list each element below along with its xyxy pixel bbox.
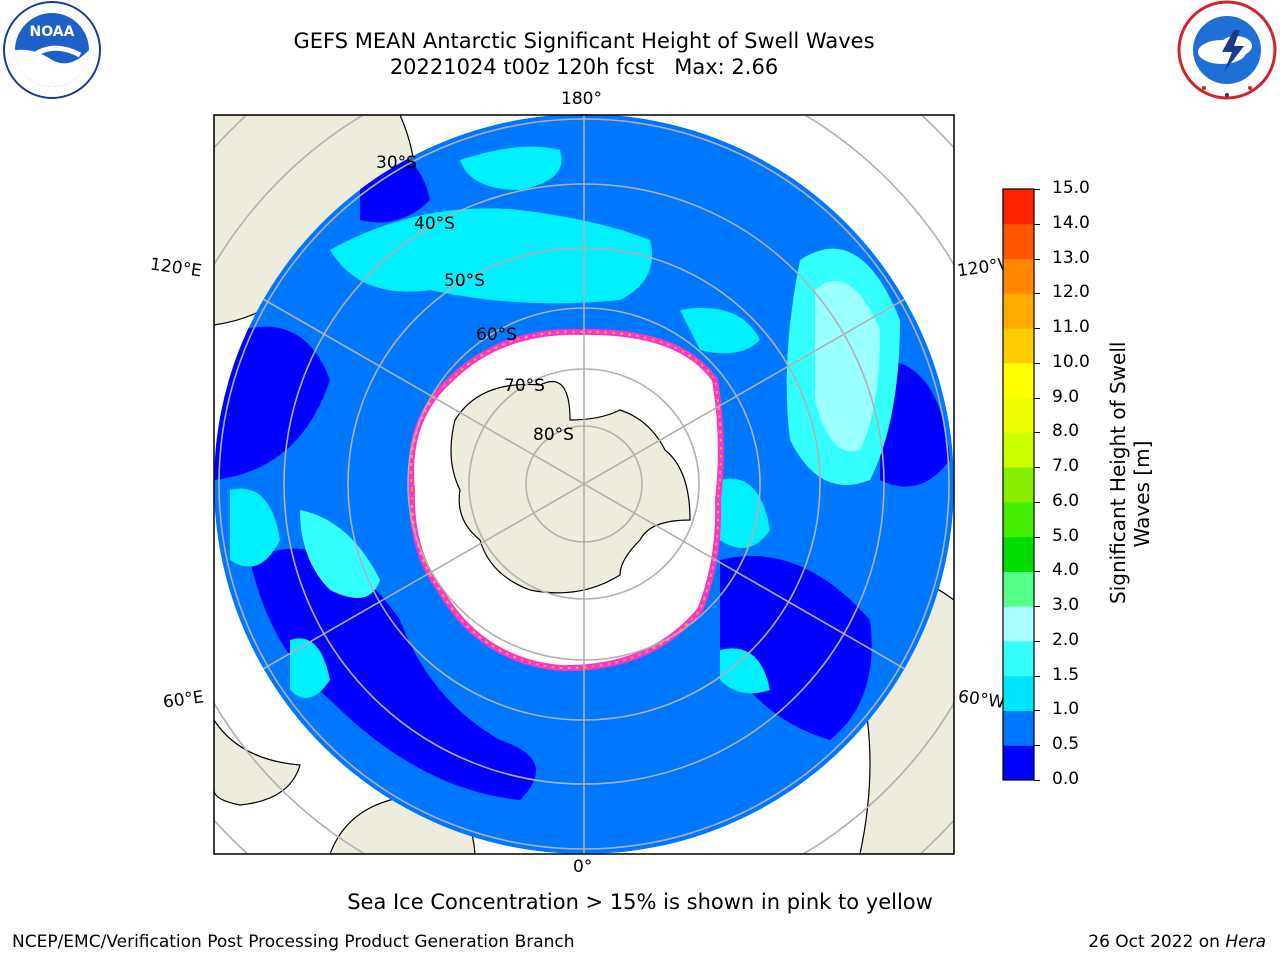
lat-label-40s: 40°S — [414, 214, 455, 234]
colorbar-tick-label: 11.0 — [1052, 317, 1090, 338]
lat-label-30s: 30°S — [376, 153, 417, 173]
colorbar-tick-mark — [1034, 710, 1040, 712]
colorbar-tick-label: 5.0 — [1052, 525, 1080, 546]
noaa-logo-text: NOAA — [30, 24, 75, 40]
graticule — [218, 114, 950, 854]
colorbar-cell — [1003, 675, 1034, 711]
footer-host: Hera — [1225, 932, 1266, 952]
colorbar-tick-mark — [1034, 606, 1040, 608]
colorbar-tick-label: 1.0 — [1052, 699, 1080, 720]
lat-label-70s: 70°S — [504, 376, 545, 396]
colorbar-cell — [1003, 710, 1034, 746]
colorbar-tick-label: 0.5 — [1052, 734, 1080, 755]
sea-ice-note: Sea Ice Concentration > 15% is shown in … — [347, 890, 933, 914]
colorbar-cell — [1003, 258, 1034, 294]
colorbar-tick-label: 12.0 — [1052, 282, 1090, 303]
colorbar-cell — [1003, 397, 1034, 433]
colorbar-tick-mark — [1034, 293, 1040, 295]
footer-date-text: 26 Oct 2022 on — [1088, 932, 1220, 952]
colorbar-tick-label: 2.0 — [1052, 629, 1080, 650]
colorbar-tick-label: 13.0 — [1052, 247, 1090, 268]
colorbar-tick-label: 7.0 — [1052, 456, 1080, 477]
colorbar-tick-label: 10.0 — [1052, 351, 1090, 372]
colorbar — [1002, 188, 1035, 781]
nws-logo — [1177, 0, 1277, 100]
forecast-info: 20221024 t00z 120h fcst — [389, 55, 655, 79]
lat-label-80s: 80°S — [533, 425, 574, 445]
colorbar-cell — [1003, 536, 1034, 572]
colorbar-tick-label: 1.5 — [1052, 664, 1080, 685]
colorbar-tick-mark — [1034, 536, 1040, 538]
colorbar-cell — [1003, 571, 1034, 607]
colorbar-cell — [1003, 467, 1034, 503]
colorbar-label-line1: Significant Height of Swell — [1106, 341, 1130, 604]
colorbar-tick-mark — [1034, 328, 1040, 330]
colorbar-tick-label: 14.0 — [1052, 212, 1090, 233]
colorbar-tick-mark — [1034, 780, 1040, 781]
colorbar-tick-mark — [1034, 362, 1040, 364]
colorbar-label-line2: Waves [m] — [1130, 440, 1154, 548]
colorbar-cell — [1003, 293, 1034, 329]
lat-label-50s: 50°S — [444, 271, 485, 291]
max-value: Max: 2.66 — [674, 55, 779, 79]
colorbar-tick-label: 3.0 — [1052, 595, 1080, 616]
colorbar-cell — [1003, 640, 1034, 677]
colorbar-tick-label: 4.0 — [1052, 560, 1080, 581]
chart-subtitle: 20221024 t00z 120h fcst Max: 2.66 — [0, 54, 1168, 80]
footer-date: 26 Oct 2022 on Hera — [1088, 932, 1266, 952]
colorbar-cell — [1003, 501, 1034, 538]
colorbar-tick-label: 15.0 — [1052, 178, 1090, 198]
colorbar-tick-label: 9.0 — [1052, 386, 1080, 407]
colorbar-cell — [1003, 189, 1034, 225]
colorbar-tick-mark — [1034, 189, 1040, 190]
colorbar-tick-mark — [1034, 467, 1040, 469]
colorbar-tick-mark — [1034, 432, 1040, 434]
colorbar-tick-mark — [1034, 501, 1040, 503]
antarctica-land — [450, 380, 691, 594]
map-frame — [213, 114, 955, 855]
colorbar-cell — [1003, 606, 1034, 642]
colorbar-cell — [1003, 362, 1034, 399]
colorbar-tick-mark — [1034, 745, 1040, 747]
colorbar-tick-label: 8.0 — [1052, 421, 1080, 442]
colorbar-cell — [1003, 745, 1034, 781]
lon-label-0: 0° — [573, 857, 593, 877]
colorbar-label: Significant Height of Swell Waves [m] — [1106, 341, 1154, 604]
colorbar-tick-label: 6.0 — [1052, 490, 1080, 511]
footer-branch: NCEP/EMC/Verification Post Processing Pr… — [12, 932, 575, 952]
colorbar-tick-mark — [1034, 675, 1040, 677]
colorbar-cell — [1003, 328, 1034, 364]
chart-title: GEFS MEAN Antarctic Significant Height o… — [293, 29, 875, 53]
lon-label-180: 180° — [561, 89, 602, 109]
colorbar-tick-mark — [1034, 640, 1040, 642]
colorbar-tick-mark — [1034, 397, 1040, 399]
colorbar-tick-mark — [1034, 571, 1040, 573]
lat-label-60s: 60°S — [476, 325, 517, 345]
colorbar-tick-mark — [1034, 223, 1040, 225]
colorbar-tick-label: 0.0 — [1052, 769, 1080, 789]
colorbar-cell — [1003, 223, 1034, 260]
colorbar-tick-mark — [1034, 258, 1040, 260]
noaa-logo: NOAA — [3, 1, 101, 99]
colorbar-cell — [1003, 432, 1034, 468]
